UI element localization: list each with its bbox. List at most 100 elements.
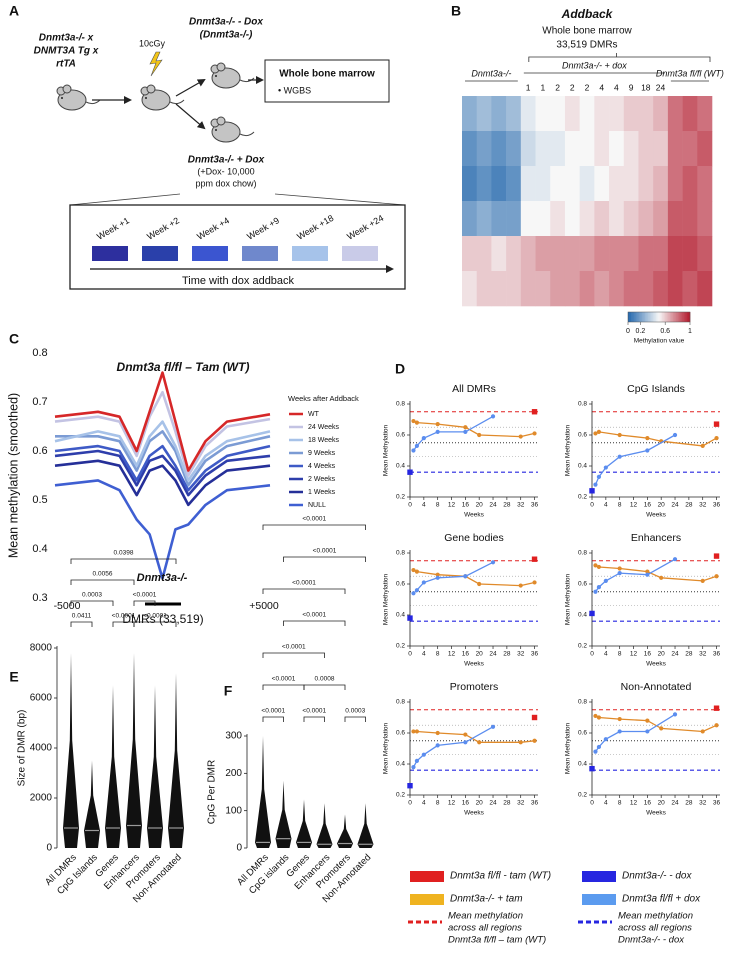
point <box>411 729 416 734</box>
point <box>435 743 440 748</box>
y-axis-label: Mean Methylation <box>383 722 390 774</box>
x-tick-label: 16 <box>462 651 470 658</box>
colorbar-step <box>646 312 649 322</box>
heatmap-cell <box>476 236 492 272</box>
x-tick-label: 24 <box>489 800 497 807</box>
chart-title: Enhancers <box>631 532 681 544</box>
heatmap-cell <box>682 166 698 202</box>
heatmap-cell <box>594 236 610 272</box>
point <box>645 729 650 734</box>
mouse-ear <box>216 62 226 72</box>
heatmap-cell <box>535 96 551 132</box>
point <box>477 581 482 587</box>
heatmap-cell <box>476 271 492 307</box>
colorbar-step <box>655 312 658 322</box>
point <box>645 569 650 574</box>
series-line <box>54 390 271 477</box>
heatmap-cell <box>506 201 522 237</box>
colorbar-step <box>660 312 663 322</box>
heatmap-cell <box>491 166 507 202</box>
y-tick-label: 0.4 <box>578 612 587 619</box>
week-swatch <box>142 246 178 261</box>
heatmap-cell <box>638 201 654 237</box>
series-line <box>54 479 271 580</box>
heatmap-cell <box>520 166 536 202</box>
colorbar-step <box>662 312 664 322</box>
violin <box>275 780 292 848</box>
heatmap-cell <box>609 131 625 167</box>
x-tick-label: 32 <box>699 502 707 509</box>
heatmap-cell <box>491 236 507 272</box>
colorbar-step <box>645 312 647 322</box>
x-tick-label: 12 <box>448 651 456 658</box>
colorbar-step <box>680 312 683 322</box>
x-tick-label: 20 <box>658 800 666 807</box>
mouse-body <box>141 89 171 111</box>
legend-label: 4 Weeks <box>308 463 336 470</box>
heatmap-cell <box>697 166 713 202</box>
heatmap-cell <box>697 131 713 167</box>
point <box>617 716 622 722</box>
series-line <box>54 449 271 497</box>
colorbar-step <box>641 312 644 322</box>
mouse-tail <box>169 99 185 105</box>
x-tick-label: -5000 <box>54 600 81 612</box>
point <box>593 482 598 487</box>
y-tick-label: 0.8 <box>396 401 405 408</box>
heatmap-cell <box>623 236 639 272</box>
point <box>593 713 598 719</box>
point <box>518 434 523 439</box>
point <box>414 569 420 574</box>
heatmap-cell <box>682 131 698 167</box>
y-tick-label: 0.8 <box>396 550 405 557</box>
heatmap-cell <box>697 271 713 307</box>
x-tick-label: 24 <box>489 651 497 658</box>
x-axis-label: Weeks <box>646 810 666 817</box>
heatmap-subtitle: 33,519 DMRs <box>556 40 617 51</box>
mouse-tail <box>239 77 255 83</box>
dose-label: 10cGy <box>139 38 166 48</box>
p-value: <0.0001 <box>302 612 326 619</box>
column-label: 1 <box>526 82 531 92</box>
series-line <box>413 561 494 594</box>
column-group-label: Dnmt3a-/- <box>471 68 511 78</box>
y-tick-label: 0 <box>236 843 242 854</box>
y-tick-label: 0.8 <box>578 550 587 557</box>
colorbar-step <box>672 312 675 322</box>
heatmap-cell <box>594 166 610 202</box>
legend-label: 9 Weeks <box>308 450 336 457</box>
x-tick-label: 24 <box>671 502 679 509</box>
y-tick-label: 0.4 <box>396 761 405 768</box>
colorbar-step <box>654 312 657 322</box>
heatmap-cell <box>623 166 639 202</box>
heatmap-cell <box>564 96 580 132</box>
point <box>700 578 705 584</box>
arrow <box>175 79 206 97</box>
column-label: 18 <box>641 82 651 92</box>
colorbar-step <box>640 312 643 322</box>
heatmap-cell <box>476 131 492 167</box>
point <box>518 583 523 588</box>
legend-note: Mean methylation <box>618 911 693 922</box>
x-axis-label: Weeks <box>464 512 484 519</box>
x-tick-label: 12 <box>630 651 638 658</box>
heatmap-cell <box>623 271 639 307</box>
legend-note: across all regions <box>618 923 692 934</box>
week-swatch <box>192 246 228 261</box>
heatmap-cell <box>579 236 595 272</box>
y-tick-label: 0.2 <box>396 792 405 799</box>
column-label: 9 <box>629 82 634 92</box>
heatmap-cell <box>462 131 478 167</box>
legend-note: across all regions <box>448 923 522 934</box>
annotation: Dnmt3a fl/fl – Tam (WT) <box>117 360 250 374</box>
x-tick-label: 16 <box>644 651 652 658</box>
x-tick-label: 32 <box>517 502 525 509</box>
p-value: 0.0003 <box>345 708 365 715</box>
colorbar-step <box>652 312 655 322</box>
heatmap-cell <box>682 201 698 237</box>
point <box>672 432 678 438</box>
panel-label: C <box>9 331 19 347</box>
x-tick-label: 8 <box>436 651 440 658</box>
y-tick-label: 0.4 <box>32 543 47 555</box>
y-tick-label: 100 <box>225 805 242 816</box>
